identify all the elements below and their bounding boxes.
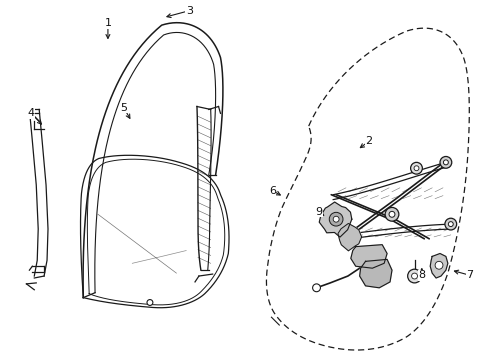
Circle shape bbox=[328, 212, 342, 226]
Text: 8: 8 bbox=[417, 270, 425, 280]
Text: 7: 7 bbox=[465, 270, 472, 280]
Circle shape bbox=[444, 218, 456, 230]
Text: 4: 4 bbox=[28, 108, 35, 118]
Circle shape bbox=[411, 273, 417, 279]
Circle shape bbox=[447, 222, 452, 226]
Circle shape bbox=[413, 166, 418, 171]
Polygon shape bbox=[350, 245, 386, 268]
Text: 5: 5 bbox=[120, 103, 127, 113]
Circle shape bbox=[385, 207, 398, 221]
Circle shape bbox=[332, 216, 338, 222]
Circle shape bbox=[147, 300, 153, 305]
Polygon shape bbox=[429, 253, 447, 278]
Text: 6: 6 bbox=[268, 186, 275, 195]
Polygon shape bbox=[319, 202, 351, 237]
Circle shape bbox=[388, 211, 394, 217]
Circle shape bbox=[407, 269, 421, 283]
Circle shape bbox=[439, 157, 451, 168]
Polygon shape bbox=[359, 259, 391, 288]
Polygon shape bbox=[337, 224, 361, 251]
Text: 9: 9 bbox=[315, 207, 322, 217]
Text: 2: 2 bbox=[365, 136, 372, 146]
Text: 3: 3 bbox=[185, 6, 192, 15]
Circle shape bbox=[434, 261, 442, 269]
Circle shape bbox=[410, 162, 422, 174]
Circle shape bbox=[312, 284, 320, 292]
Circle shape bbox=[443, 160, 447, 165]
Text: 1: 1 bbox=[104, 18, 111, 28]
